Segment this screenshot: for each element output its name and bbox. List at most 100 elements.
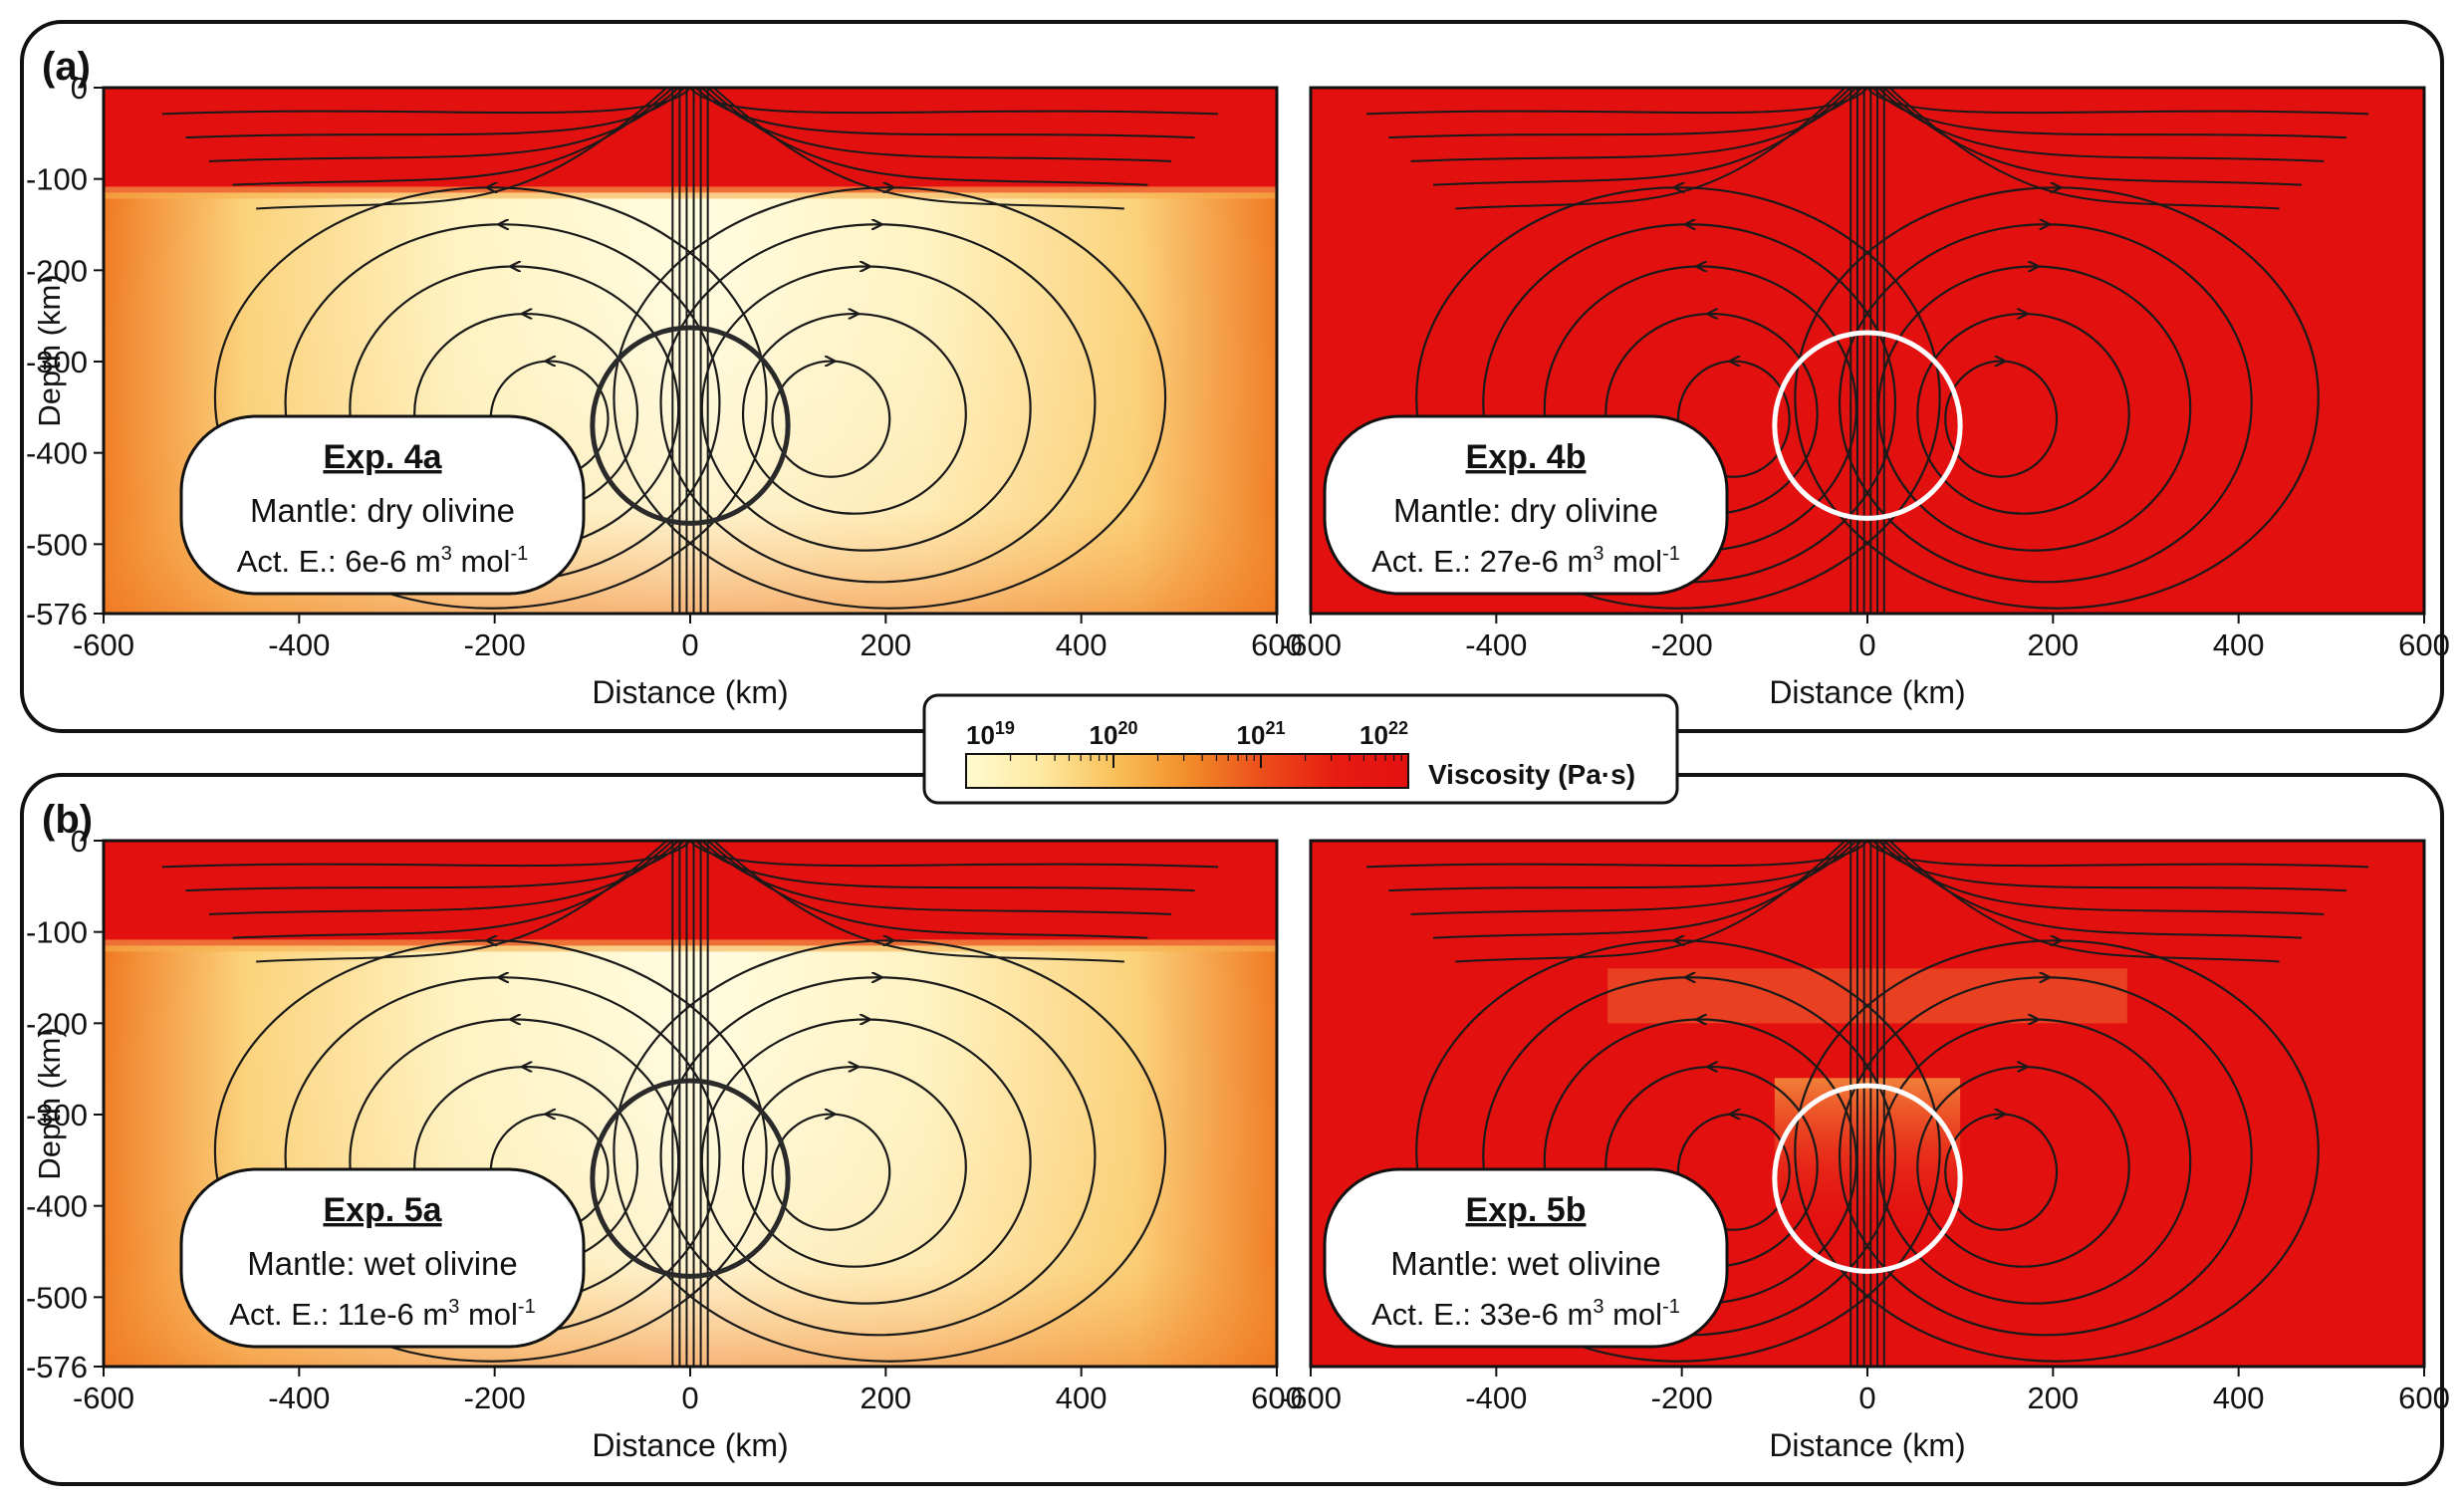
streamline (1877, 841, 2325, 915)
streamline (1455, 88, 1847, 210)
activation-energy: Act. E.: 33e-6 m3 mol-1 (1371, 1296, 1680, 1332)
y-tick-label: -300 (26, 1098, 88, 1132)
streamline (213, 940, 768, 1363)
x-tick-label: 400 (1056, 1380, 1108, 1415)
streamline (213, 187, 768, 610)
streamline (712, 841, 1124, 963)
streamlines (1365, 88, 2369, 614)
x-tick-label: 200 (2027, 1380, 2079, 1415)
streamline (613, 187, 1167, 610)
x-tick-label: -200 (464, 628, 526, 662)
streamline (1794, 940, 2320, 1363)
streamline (712, 88, 1124, 210)
experiment-label-box (179, 1167, 586, 1349)
streamline (700, 1020, 1032, 1305)
streamline (706, 88, 1148, 186)
x-axis-label: Distance (km) (1769, 1427, 1965, 1463)
experiment-label-box (1323, 1167, 1729, 1349)
experiment-title: Exp. 4b (1466, 438, 1587, 476)
x-axis-label: Distance (km) (592, 1427, 788, 1463)
streamline (1838, 977, 2253, 1337)
x-tick-label: -600 (73, 1380, 134, 1415)
x-tick-label: 400 (2213, 628, 2265, 662)
streamline (1432, 88, 1851, 186)
streamline (256, 841, 668, 963)
mantle-rheology: Mantle: dry olivine (1393, 492, 1658, 529)
streamline (1883, 88, 2303, 186)
experiment-title: Exp. 5a (323, 1191, 442, 1229)
streamline (1415, 940, 1941, 1363)
y-tick-label: -200 (26, 1006, 88, 1041)
y-tick-label: -100 (26, 162, 88, 197)
streamline (1888, 88, 2280, 210)
y-tick-label: -400 (26, 436, 88, 471)
experiment-label-box (179, 414, 586, 596)
plots: -600 -400 -200 0 200 400 600 Distance (km) 0 -100… (26, 71, 2450, 1463)
streamline (1455, 841, 1847, 963)
panel-label-b: (b) (42, 798, 93, 842)
x-tick-label: -600 (1280, 628, 1342, 662)
y-axis-label: Depth (km) (32, 1027, 67, 1179)
streamline (1877, 88, 2325, 162)
y-axis-label: Depth (km) (32, 274, 67, 426)
lithosphere-transition (104, 939, 1277, 952)
streamline (1888, 841, 2280, 963)
streamline (659, 224, 1097, 584)
x-tick-label: -400 (268, 1380, 330, 1415)
x-tick-label: 200 (860, 628, 911, 662)
mantle-rheology: Mantle: wet olivine (247, 1245, 517, 1282)
x-tick-label: 200 (860, 1380, 911, 1415)
streamline (232, 88, 674, 186)
x-tick-label: 0 (681, 628, 698, 662)
y-tick-label: 0 (71, 824, 88, 859)
y-tick-label: -200 (26, 253, 88, 288)
streamline (1410, 841, 1857, 915)
x-tick-label: 600 (1251, 1380, 1303, 1415)
x-tick-label: 400 (1056, 628, 1108, 662)
colorbar-tick-label: 1021 (1237, 718, 1286, 750)
streamline (1432, 841, 1851, 939)
colorbar-gradient (965, 753, 1409, 789)
plot-4a: -600 -400 -200 0 200 400 600 Distance (km) 0 -100… (26, 71, 1303, 710)
streamline (1883, 841, 2303, 939)
x-tick-label: 400 (2213, 1380, 2265, 1415)
streamline (1916, 1067, 2130, 1268)
experiment-title: Exp. 4a (323, 438, 442, 476)
colorbar: 1019 1020 1021 1022 Viscosity (Pa·s) (922, 693, 1679, 805)
colorbar-ticks: 1019 1020 1021 1022 (965, 718, 1409, 768)
anomaly-circle (590, 325, 791, 526)
x-tick-label: 200 (2027, 628, 2079, 662)
streamline (741, 314, 967, 515)
panel-label-a: (a) (42, 45, 91, 89)
streamline (771, 1115, 891, 1231)
y-tick-label: -100 (26, 915, 88, 950)
streamline (700, 267, 1032, 552)
streamline (741, 1067, 967, 1268)
plot-5b: -600 -400 -200 0 200 400 600 Distance (km) Exp. … (1280, 839, 2450, 1463)
y-tick-label: -576 (26, 1350, 88, 1384)
streamline (701, 88, 1172, 162)
lithosphere-transition (104, 186, 1277, 199)
x-tick-label: -600 (73, 628, 134, 662)
streamline (232, 841, 674, 939)
x-axis-label: Distance (km) (1769, 674, 1965, 710)
streamline (256, 88, 668, 210)
streamline (659, 977, 1097, 1337)
streamline (701, 841, 1172, 915)
x-tick-label: -400 (1465, 1380, 1527, 1415)
colorbar-title: Viscosity (Pa·s) (1428, 759, 1635, 790)
activation-energy: Act. E.: 6e-6 m3 mol-1 (237, 543, 529, 579)
anomaly-circle (1772, 330, 1963, 521)
mantle-rheology: Mantle: dry olivine (250, 492, 515, 529)
x-tick-label: -200 (1651, 1380, 1713, 1415)
streamline (208, 841, 679, 915)
x-tick-label: -200 (1651, 628, 1713, 662)
mantle-rheology: Mantle: wet olivine (1390, 1245, 1660, 1282)
x-tick-label: -200 (464, 1380, 526, 1415)
activation-energy: Act. E.: 27e-6 m3 mol-1 (1371, 543, 1680, 579)
x-tick-label: 600 (2398, 1380, 2450, 1415)
x-tick-label: 0 (1858, 1380, 1875, 1415)
streamline (1794, 187, 2320, 610)
y-tick-label: -300 (26, 345, 88, 379)
